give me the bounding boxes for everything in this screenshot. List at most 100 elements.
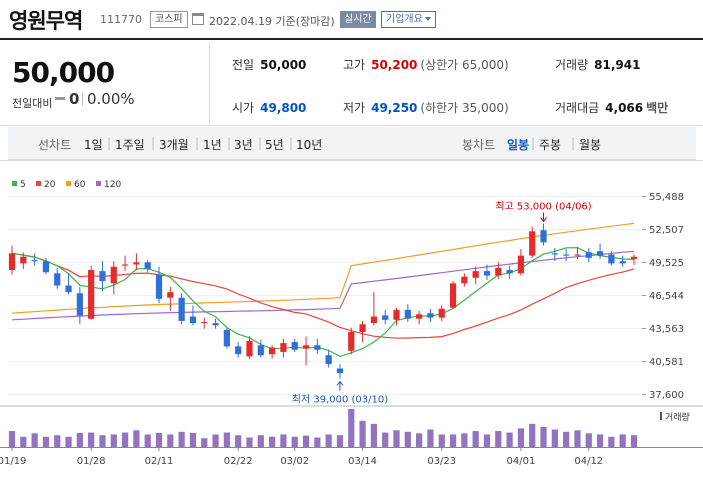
volume-bar xyxy=(348,409,355,447)
volume-bar xyxy=(88,432,95,447)
candle-body xyxy=(31,260,38,262)
period-3y[interactable]: 3년 xyxy=(234,138,253,152)
y-tick-label: 46,544 xyxy=(649,291,684,302)
candle-body xyxy=(438,308,445,318)
period-sep: | xyxy=(195,136,200,150)
period-10y[interactable]: 10년 xyxy=(296,138,323,152)
y-tick-label: 52,507 xyxy=(649,225,684,236)
high-annotation: 최고 53,000 (04/06) xyxy=(495,201,591,213)
ma-line-120 xyxy=(11,250,635,321)
lower-limit: (하한가 35,000) xyxy=(420,101,509,115)
amount-value: 4,066 xyxy=(605,101,644,115)
volume-bar xyxy=(336,435,344,447)
period-1y[interactable]: 1년 xyxy=(203,138,222,152)
period-5y[interactable]: 5년 xyxy=(265,138,284,152)
x-axis-labels: 01/19 01/28 02/11 02/22 03/02 03/14 03/23 04/01… xyxy=(0,447,603,467)
candle-body xyxy=(110,266,117,284)
candle-body xyxy=(461,276,468,284)
candle-body xyxy=(20,256,27,264)
candle-body xyxy=(99,271,106,282)
volume-bar xyxy=(20,436,27,447)
period-weekly-candle[interactable]: 주봉 xyxy=(539,138,562,152)
chart-period-bar: 선차트 1일 | 1주일 | 3개월 | 1년 | 3년 | 5년 | 10년 … xyxy=(8,127,696,160)
volume-bar xyxy=(314,437,321,447)
candle-body xyxy=(189,316,197,324)
candle-body xyxy=(268,347,276,355)
volume-bar xyxy=(110,434,117,447)
volume-bar xyxy=(223,432,230,447)
candle-body xyxy=(404,309,411,319)
calendar-icon xyxy=(192,13,204,25)
volume-bar xyxy=(370,423,378,447)
volume-bar xyxy=(382,432,389,447)
volume-bar xyxy=(178,431,185,447)
volume-value: 81,941 xyxy=(594,58,641,72)
y-tick-label: 55,488 xyxy=(649,192,684,203)
period-1w[interactable]: 1주일 xyxy=(115,138,145,152)
candle-body xyxy=(359,324,366,333)
candle-body xyxy=(506,270,513,274)
candle-body xyxy=(630,256,638,259)
candle-body xyxy=(65,285,72,293)
candle-body xyxy=(427,313,434,318)
volume-bars: 거래량 xyxy=(8,409,690,447)
amount-stat: 거래대금 4,066 백만 xyxy=(555,99,668,116)
volume-bar xyxy=(393,430,400,447)
candle-body xyxy=(608,254,615,264)
x-tick-label: 02/22 xyxy=(224,456,253,467)
candle-body xyxy=(280,343,287,352)
candle-body xyxy=(178,297,185,321)
volume-bar xyxy=(517,428,525,447)
x-tick-label: 01/19 xyxy=(0,456,26,467)
prev-close-value: 50,000 xyxy=(260,58,307,72)
candle-body xyxy=(155,274,163,299)
volume-bar xyxy=(325,434,332,447)
period-3m[interactable]: 3개월 xyxy=(159,138,189,152)
chart-annotations: 최고 53,000 (04/06) 최저 39,000 (03/10) xyxy=(292,201,592,406)
candle-body xyxy=(76,293,83,316)
candle-body xyxy=(529,231,536,256)
candle-body xyxy=(495,267,502,276)
ma-line-5 xyxy=(11,247,635,358)
amount-unit: 백만 xyxy=(646,101,669,115)
volume-bar xyxy=(472,431,479,447)
period-daily-candle[interactable]: 일봉 xyxy=(507,138,530,152)
y-tick-label: 40,581 xyxy=(649,357,684,368)
candle-body xyxy=(393,309,400,320)
change-percent: 0.00% xyxy=(87,90,135,108)
candle-body xyxy=(42,261,50,273)
company-overview-button[interactable]: 기업개요 xyxy=(381,11,436,28)
volume-bar xyxy=(31,433,38,447)
realtime-button[interactable]: 실시간 xyxy=(340,11,376,28)
candle-body xyxy=(212,323,219,326)
high-arrow-head xyxy=(540,217,547,223)
volume-bar xyxy=(438,434,445,447)
prev-close-stat: 전일 50,000 xyxy=(232,56,306,73)
candle-body xyxy=(382,315,389,320)
stock-name: 영원무역 xyxy=(9,9,83,33)
period-1d[interactable]: 1일 xyxy=(84,138,103,152)
volume-bar xyxy=(121,432,129,447)
legend-swatch xyxy=(12,181,17,186)
x-tick-label: 04/01 xyxy=(506,456,535,467)
legend-swatch xyxy=(66,181,71,186)
volume-bar xyxy=(235,435,242,447)
volume-bar xyxy=(99,435,106,447)
candle-body xyxy=(563,254,570,256)
current-price: 50,000 xyxy=(12,56,115,89)
period-sep: | xyxy=(227,136,232,150)
candle-body xyxy=(223,329,230,347)
volume-bar xyxy=(167,434,174,447)
volume-bar xyxy=(630,435,638,447)
candlestick-chart: 5 20 60 120 55,488 52,507 49,525 46,544 43,563 4… xyxy=(0,160,703,467)
upper-limit: (상한가 65,000) xyxy=(420,58,509,72)
period-monthly-candle[interactable]: 월봉 xyxy=(579,138,602,152)
stock-header: 영원무역 111770 코스피 2022.04.19 기준(장마감) 실시간 기… xyxy=(0,0,703,40)
low-arrow-head xyxy=(336,380,344,386)
candle-body xyxy=(596,251,604,256)
volume-bar xyxy=(596,434,604,447)
legend-swatch xyxy=(96,181,101,186)
volume-legend-icon xyxy=(660,412,662,420)
volume-bar xyxy=(42,436,50,447)
candle-body xyxy=(551,253,558,255)
